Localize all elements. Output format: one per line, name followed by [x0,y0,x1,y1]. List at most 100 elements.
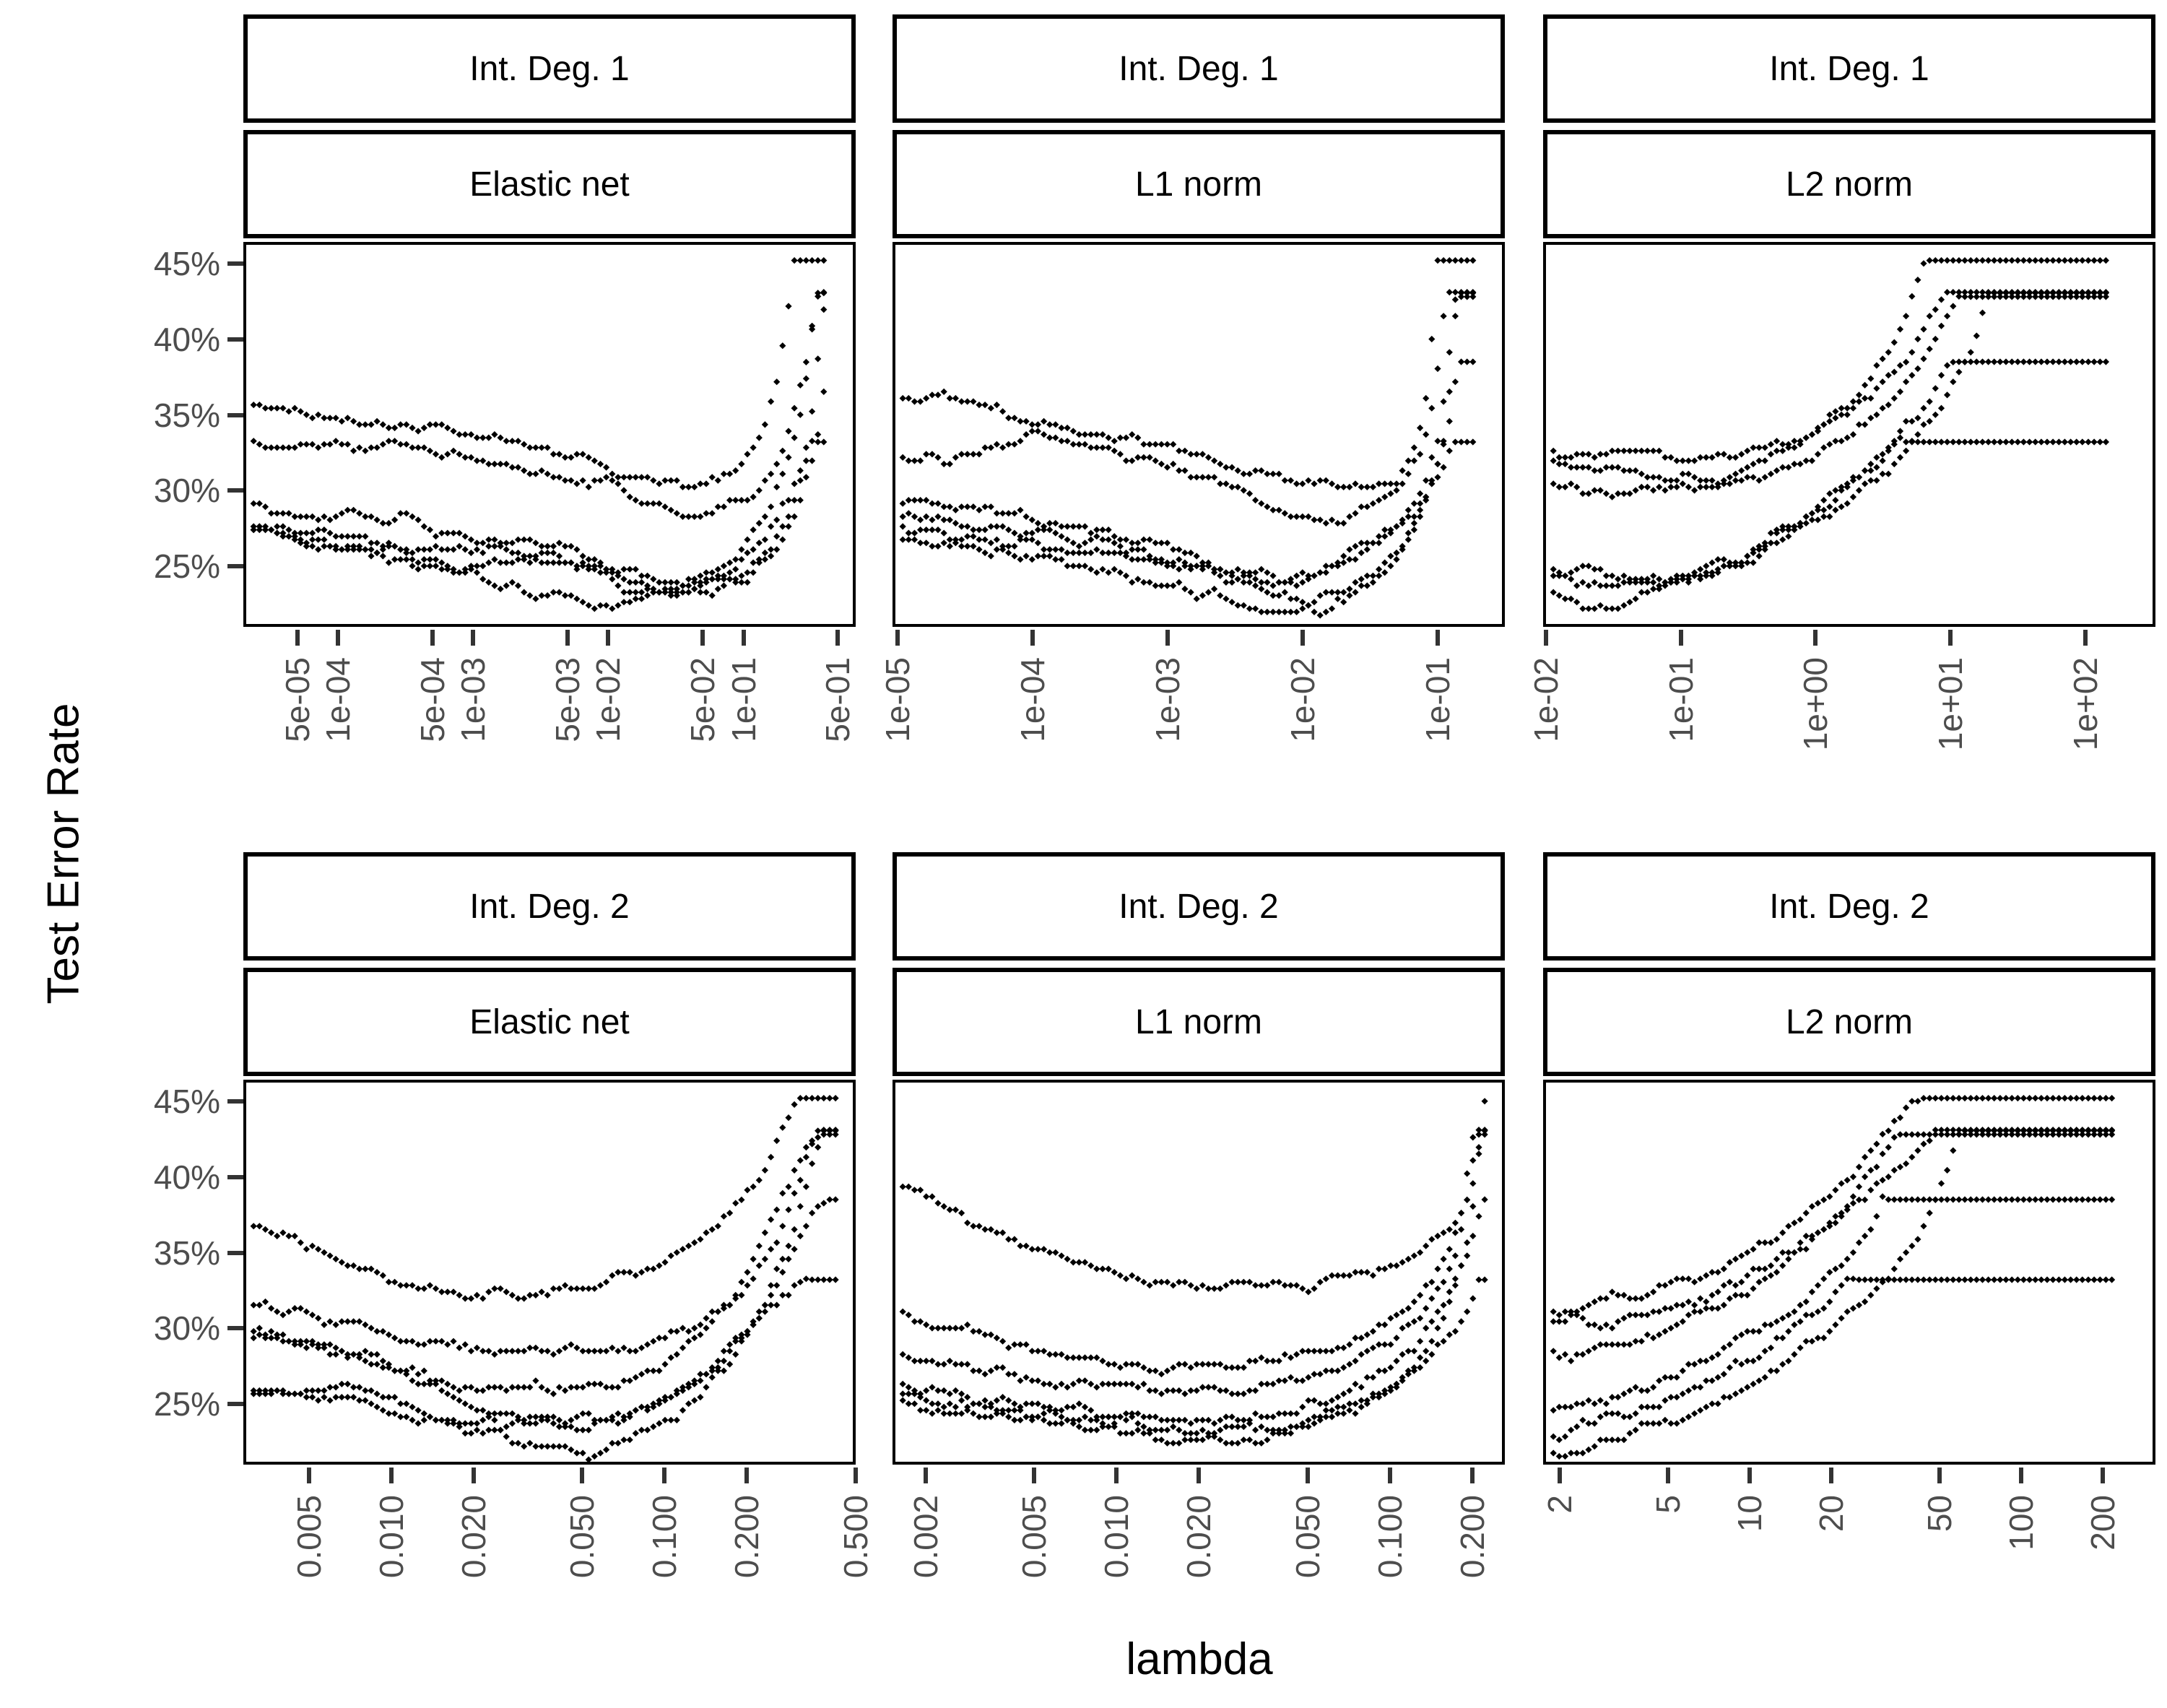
y-axis-title-text: Test Error Rate [38,703,89,1005]
scatter-plot [250,257,828,612]
y-tick-label: 35% [153,396,220,434]
x-tick-label: 5e-04 [414,657,451,742]
y-tick-label: 40% [153,321,220,358]
x-tick-mark [1300,630,1305,646]
x-tick-mark [472,1468,476,1483]
scatter-series [899,1127,1488,1378]
facet-col-strip: Elastic net [243,968,856,1076]
panel-plot-area [1543,1080,2155,1465]
facet-row-strip: Int. Deg. 2 [1543,852,2155,961]
x-tick-mark [1436,630,1440,646]
x-tick-mark [895,630,900,646]
x-tick-label: 1e-01 [1419,657,1456,742]
x-tick-mark [565,630,570,646]
y-tick-label: 35% [153,1234,220,1272]
facet-col-label: L1 norm [1134,1002,1263,1041]
x-tick-label: 5e-03 [549,657,586,742]
scatter-series [250,1275,839,1437]
facet-col-label: L1 norm [1134,165,1263,204]
scatter-series [1550,1095,2116,1319]
x-tick-mark [835,630,840,646]
facet-col-strip: Elastic net [243,130,856,238]
y-tick-mark [227,413,243,417]
x-tick-label: 1e-01 [725,657,763,742]
x-tick-label: 0.500 [837,1495,874,1579]
y-tick-mark [227,1402,243,1406]
scatter-series [1550,1127,2116,1460]
x-tick-mark [1388,1468,1392,1483]
scatter-series [1550,434,2109,589]
scatter-series [1550,358,2109,589]
facet-col-strip: L1 norm [893,130,1505,238]
x-tick-label: 5e-05 [279,657,316,742]
x-tick-mark [1165,630,1170,646]
x-tick-label: 50 [1921,1495,1958,1533]
y-tick-mark [227,1251,243,1255]
x-tick-label: 5e-02 [684,657,721,742]
x-tick-mark [1030,630,1035,646]
x-tick-mark [1032,1468,1036,1483]
x-tick-mark [1937,1468,1942,1483]
scatter-series [1550,1131,2116,1365]
x-tick-label: 1e-03 [454,657,492,742]
x-tick-label: 0.100 [1371,1495,1409,1579]
x-tick-mark [1829,1468,1833,1483]
scatter-series [250,290,828,612]
x-tick-label: 0.020 [1180,1495,1217,1579]
x-tick-mark [307,1468,311,1483]
facet-row-strip: Int. Deg. 1 [1543,14,2155,123]
scatter-plot [1550,1095,2116,1460]
x-tick-mark [744,1468,749,1483]
x-axis-title: lambda [1126,1634,1273,1684]
panel-plot-area [893,242,1505,627]
x-tick-mark [1679,630,1683,646]
x-tick-label: 100 [2002,1495,2040,1551]
panel-plot-area [243,242,856,627]
y-tick-mark [227,564,243,568]
scatter-plot [250,1095,839,1463]
x-tick-mark [700,630,705,646]
facet-row-label: Int. Deg. 2 [1119,887,1279,926]
facet-row-strip: Int. Deg. 1 [893,14,1505,123]
y-tick-mark [227,261,243,266]
facet-row-label: Int. Deg. 1 [469,49,630,88]
y-tick-label: 30% [153,1309,220,1347]
x-tick-label: 1e+02 [2067,657,2104,751]
x-tick-mark [2083,630,2088,646]
x-tick-label: 0.010 [373,1495,410,1579]
scatter-series [899,257,1477,490]
scatter-series [899,438,1477,589]
x-tick-label: 2 [1541,1495,1578,1514]
scatter-series [899,358,1477,619]
x-tick-label: 1e-05 [879,657,916,742]
scatter-series [250,289,828,520]
y-tick-label: 25% [153,547,220,585]
x-tick-mark [1666,1468,1670,1483]
scatter-series [899,1098,1488,1296]
x-tick-label: 1e-02 [1284,657,1321,742]
x-tick-mark [1747,1468,1752,1483]
x-tick-label: 0.200 [728,1495,765,1579]
y-tick-mark [227,1326,243,1330]
x-tick-label: 0.005 [1015,1495,1053,1579]
y-tick-label: 45% [153,245,220,282]
x-tick-mark [1813,630,1818,646]
x-tick-mark [742,630,746,646]
scatter-series [899,1127,1488,1447]
facet-row-strip: Int. Deg. 1 [243,14,856,123]
y-tick-mark [227,337,243,342]
facet-col-strip: L1 norm [893,968,1505,1076]
x-tick-label: 1e-04 [319,657,357,742]
scatter-series [250,1127,839,1358]
x-tick-mark [854,1468,858,1483]
x-tick-mark [430,630,435,646]
y-tick-mark [227,1175,243,1179]
x-tick-mark [1197,1468,1201,1483]
facet-row-strip: Int. Deg. 2 [243,852,856,961]
facet-row-label: Int. Deg. 2 [469,887,630,926]
scatter-plot [899,257,1477,619]
scatter-series [250,257,828,490]
scatter-plot [899,1098,1488,1447]
